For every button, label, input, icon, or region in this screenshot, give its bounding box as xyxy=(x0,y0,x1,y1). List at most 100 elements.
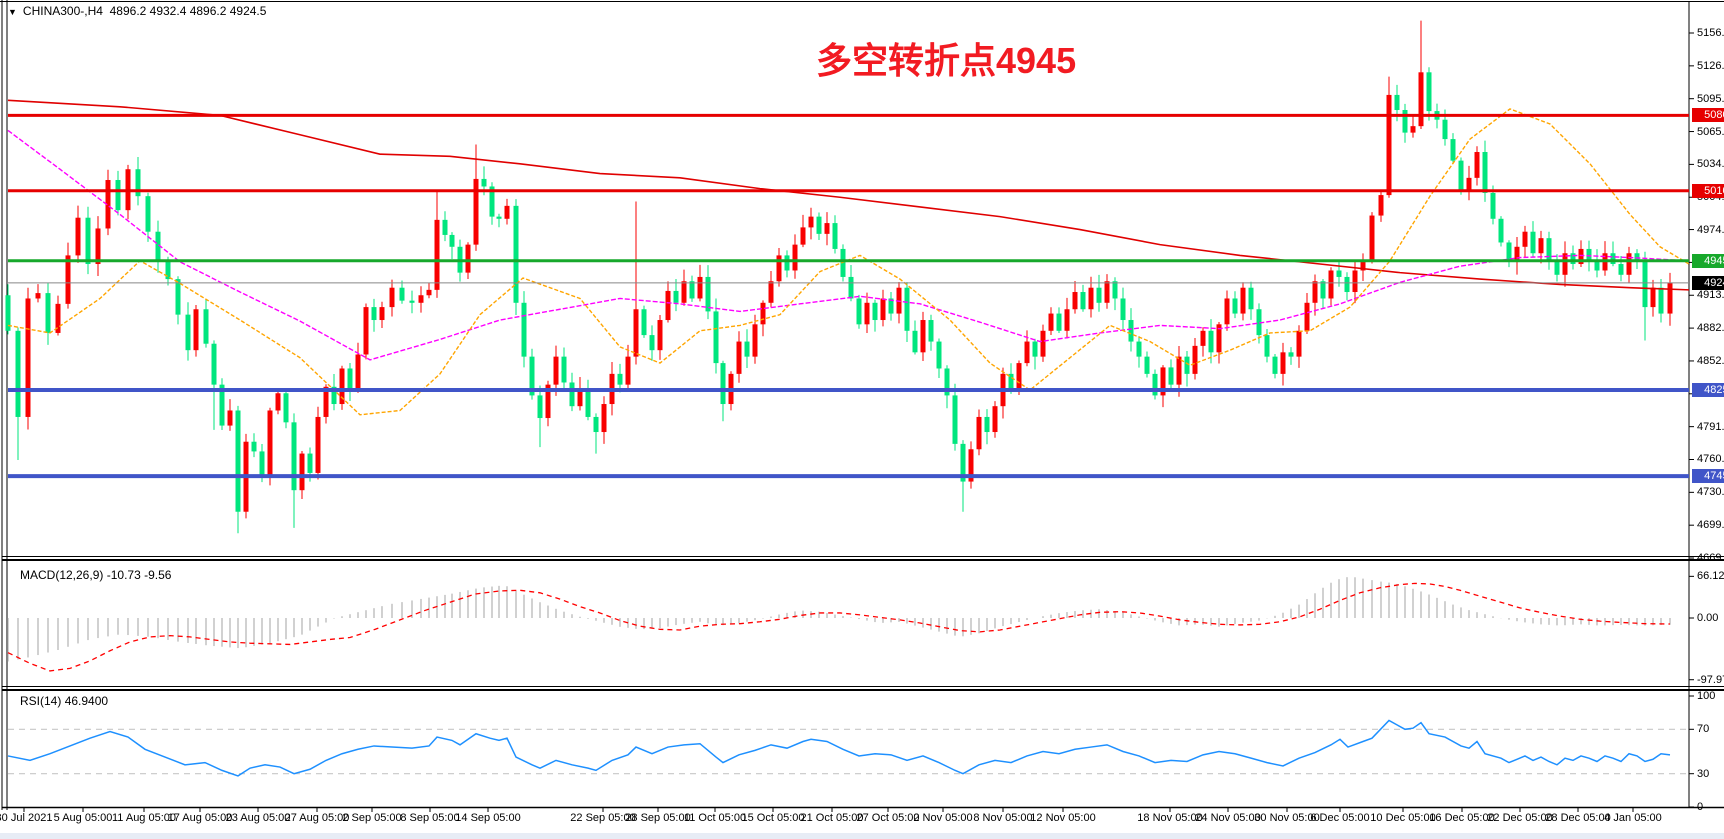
candle-body[interactable] xyxy=(1136,341,1142,357)
candle-body[interactable] xyxy=(944,368,950,396)
candle-body[interactable] xyxy=(25,298,31,417)
candle-body[interactable] xyxy=(553,356,559,385)
candle-body[interactable] xyxy=(1208,330,1214,353)
candle-body[interactable] xyxy=(1048,313,1054,331)
candle-body[interactable] xyxy=(593,416,599,433)
candle-body[interactable] xyxy=(1658,287,1664,314)
candle-body[interactable] xyxy=(1394,94,1400,111)
candle-body[interactable] xyxy=(1088,287,1094,310)
candle-body[interactable] xyxy=(315,416,321,473)
candle-body[interactable] xyxy=(307,453,313,473)
candle-body[interactable] xyxy=(1386,94,1392,196)
candle-body[interactable] xyxy=(1152,373,1158,396)
candle-body[interactable] xyxy=(135,169,141,197)
candle-body[interactable] xyxy=(1594,259,1600,271)
candle-body[interactable] xyxy=(1360,259,1366,271)
candle-body[interactable] xyxy=(1256,309,1262,336)
candle-body[interactable] xyxy=(1064,309,1070,331)
candle-body[interactable] xyxy=(545,384,551,419)
candle-body[interactable] xyxy=(1112,281,1118,299)
candle-body[interactable] xyxy=(299,453,305,491)
candle-body[interactable] xyxy=(689,281,695,299)
candle-body[interactable] xyxy=(936,341,942,369)
candle-body[interactable] xyxy=(1344,276,1350,293)
candle-body[interactable] xyxy=(569,382,575,407)
candle-body[interactable] xyxy=(1642,261,1648,308)
candle-body[interactable] xyxy=(1498,218,1504,243)
candle-body[interactable] xyxy=(1096,287,1102,303)
candle-body[interactable] xyxy=(1618,264,1624,275)
candle-body[interactable] xyxy=(95,228,101,265)
candle-body[interactable] xyxy=(1369,215,1375,260)
candle-body[interactable] xyxy=(1160,367,1166,396)
candle-body[interactable] xyxy=(1320,281,1326,299)
candle-body[interactable] xyxy=(968,449,974,482)
candle-body[interactable] xyxy=(720,363,726,405)
candle-body[interactable] xyxy=(1410,126,1416,133)
candle-body[interactable] xyxy=(211,343,217,385)
candle-body[interactable] xyxy=(1312,281,1318,303)
candle-body[interactable] xyxy=(1482,152,1488,193)
candle-body[interactable] xyxy=(434,219,440,290)
candle-body[interactable] xyxy=(641,309,647,336)
candle-body[interactable] xyxy=(768,281,774,303)
candle-body[interactable] xyxy=(856,298,862,325)
candle-body[interactable] xyxy=(1304,302,1310,331)
candle-body[interactable] xyxy=(513,205,519,303)
candle-body[interactable] xyxy=(1474,152,1480,178)
candle-body[interactable] xyxy=(1610,253,1616,265)
candle-body[interactable] xyxy=(389,287,395,308)
candle-body[interactable] xyxy=(235,410,241,512)
candle-body[interactable] xyxy=(752,324,758,357)
candle-body[interactable] xyxy=(784,255,790,271)
candle-body[interactable] xyxy=(449,234,455,247)
candle-body[interactable] xyxy=(816,216,822,234)
candle-body[interactable] xyxy=(85,217,91,265)
candle-body[interactable] xyxy=(399,287,405,301)
candle-body[interactable] xyxy=(379,307,385,321)
candle-body[interactable] xyxy=(185,314,191,351)
candle-body[interactable] xyxy=(1522,231,1528,247)
candle-body[interactable] xyxy=(291,422,297,491)
candle-body[interactable] xyxy=(912,330,918,353)
candle-body[interactable] xyxy=(904,287,910,331)
candle-body[interactable] xyxy=(1192,345,1198,374)
price-level-badge[interactable]: 4945.0 xyxy=(1692,253,1724,268)
candle-body[interactable] xyxy=(864,302,870,325)
candle-body[interactable] xyxy=(1296,330,1302,357)
candle-body[interactable] xyxy=(1418,72,1424,127)
candle-body[interactable] xyxy=(1402,110,1408,133)
candle-body[interactable] xyxy=(976,416,982,450)
price-level-badge[interactable]: 5080.0 xyxy=(1692,108,1724,123)
candle-body[interactable] xyxy=(1144,356,1150,374)
candle-body[interactable] xyxy=(824,223,830,234)
candle-body[interactable] xyxy=(35,293,41,299)
candle-body[interactable] xyxy=(65,255,71,304)
candle-body[interactable] xyxy=(75,217,81,256)
candle-body[interactable] xyxy=(880,298,886,321)
candle-body[interactable] xyxy=(800,227,806,245)
candle-body[interactable] xyxy=(1578,248,1584,265)
candle-body[interactable] xyxy=(15,330,21,417)
candle-body[interactable] xyxy=(1272,356,1278,374)
candle-body[interactable] xyxy=(1426,72,1432,112)
candle-body[interactable] xyxy=(736,341,742,374)
candle-body[interactable] xyxy=(251,441,257,452)
candle-body[interactable] xyxy=(1080,292,1086,310)
candle-body[interactable] xyxy=(1626,253,1632,275)
candle-body[interactable] xyxy=(339,368,345,405)
price-level-badge[interactable]: 4745.0 xyxy=(1692,469,1724,484)
candle-body[interactable] xyxy=(267,410,273,476)
candle-body[interactable] xyxy=(1232,298,1238,314)
candle-body[interactable] xyxy=(1224,298,1230,325)
candle-body[interactable] xyxy=(1506,242,1512,262)
candle-body[interactable] xyxy=(952,395,958,444)
candle-body[interactable] xyxy=(1570,253,1576,265)
candle-body[interactable] xyxy=(1442,119,1448,140)
candle-body[interactable] xyxy=(744,341,750,357)
candle-body[interactable] xyxy=(617,373,623,385)
candle-body[interactable] xyxy=(681,281,687,303)
candle-body[interactable] xyxy=(984,416,990,433)
candle-body[interactable] xyxy=(1328,270,1334,299)
candle-body[interactable] xyxy=(529,356,535,396)
